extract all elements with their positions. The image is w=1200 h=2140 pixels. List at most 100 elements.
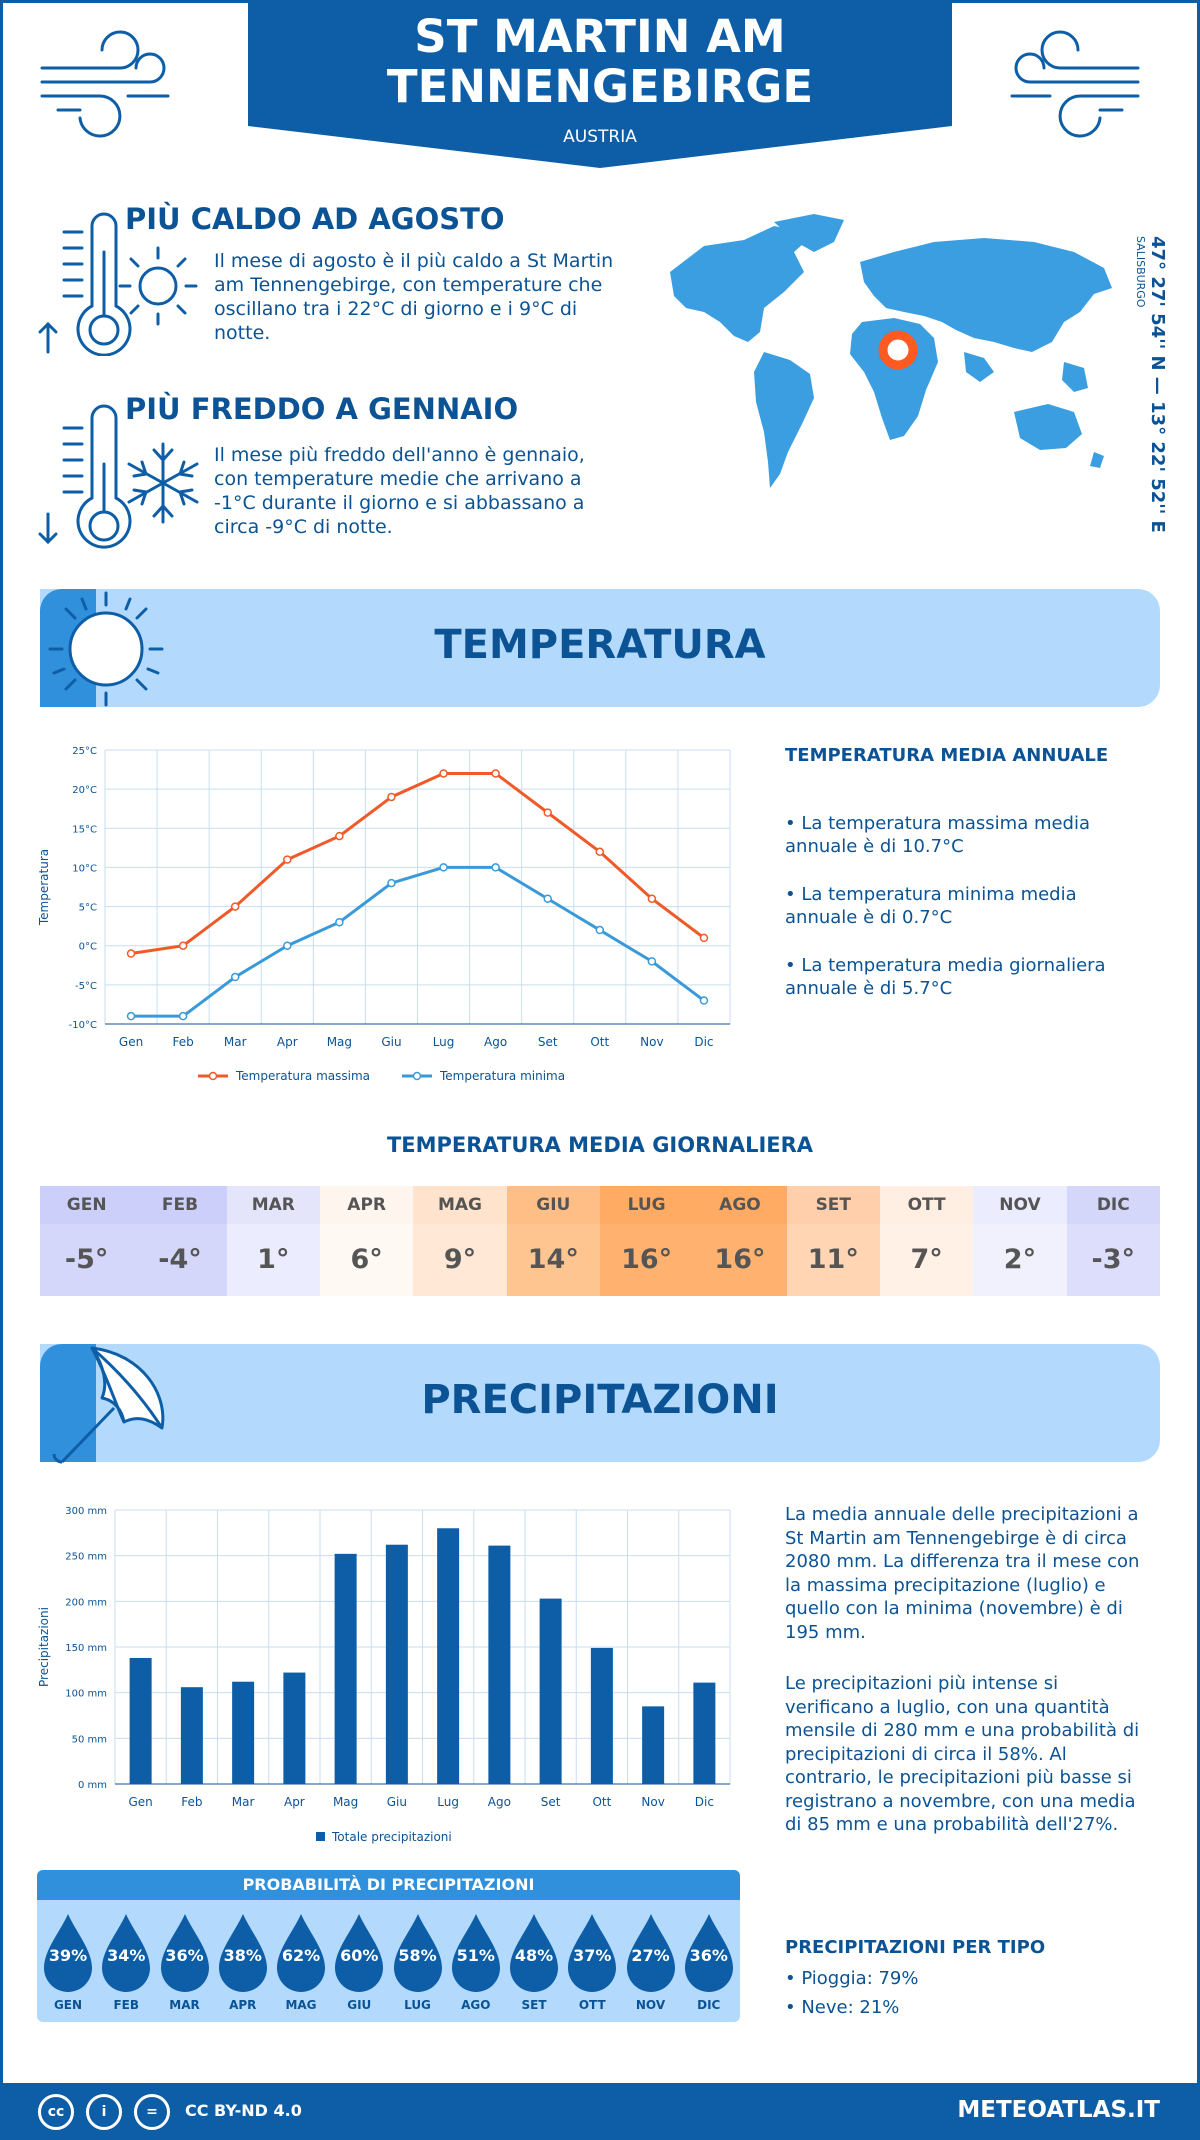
probability-drop: 48% SET <box>505 1900 563 2022</box>
precip-bar <box>232 1681 255 1784</box>
temperature-band <box>40 589 1160 707</box>
daily-temp-cell: SET 11° <box>786 1186 880 1296</box>
probability-value: 62% <box>281 1946 321 1965</box>
precip-bar <box>642 1706 665 1784</box>
daily-temp-month: MAG <box>413 1186 507 1224</box>
sun-icon <box>48 591 164 707</box>
x-tick-label: Apr <box>277 1035 298 1049</box>
daily-temp-cell: LUG 16° <box>599 1186 694 1296</box>
x-tick-label: Nov <box>640 1035 663 1049</box>
region-label: SALISBURGO <box>1134 236 1147 308</box>
probability-value: 38% <box>223 1946 262 1965</box>
x-tick-label: Mar <box>232 1795 255 1809</box>
precip-text-2: Le precipitazioni più intense si verific… <box>785 1673 1140 1835</box>
legend-marker <box>208 1071 218 1081</box>
y-tick-label: 0 mm <box>78 1780 107 1791</box>
daily-temp-value: 1° <box>226 1224 320 1296</box>
probability-drop: 38% APR <box>214 1900 272 2022</box>
annual-temp-bullets: • La temperatura massima media annuale è… <box>785 812 1145 1025</box>
data-point <box>387 878 396 888</box>
site-link[interactable]: METEOATLAS.IT <box>957 2097 1160 2123</box>
x-tick-label: Mar <box>224 1035 247 1049</box>
x-tick-label: Apr <box>284 1795 305 1809</box>
cold-text: Il mese più freddo dell'anno è gennaio, … <box>214 444 585 538</box>
legend-label: Temperatura massima <box>235 1069 370 1083</box>
probability-drop: 36% DIC <box>680 1900 738 2022</box>
y-tick-label: 25°C <box>72 746 97 757</box>
daily-temp-value: 16° <box>693 1224 787 1296</box>
daily-temp-value: 6° <box>319 1224 414 1296</box>
probability-value: 51% <box>456 1946 495 1965</box>
data-point <box>178 941 188 950</box>
legend-label: Temperatura minima <box>439 1069 565 1083</box>
probability-drop: 27% NOV <box>622 1900 680 2022</box>
thermometer-cold-icon <box>38 404 199 549</box>
data-point <box>335 831 344 841</box>
probability-drop: 37% OTT <box>563 1900 621 2022</box>
wind-icon <box>40 30 170 138</box>
y-tick-label: 50 mm <box>72 1734 107 1745</box>
daily-temp-cell: AGO 16° <box>693 1186 787 1296</box>
probability-value: 39% <box>48 1946 88 1965</box>
precip-bar <box>180 1687 203 1784</box>
daily-temp-month: NOV <box>973 1186 1067 1224</box>
data-point <box>230 902 240 911</box>
daily-temp-table: GEN -5° FEB -4° MAR 1° APR 6° MAG 9° GIU 14° LUG 16° A… <box>40 1186 1160 1296</box>
data-point <box>335 917 344 927</box>
x-tick-label: Feb <box>181 1795 202 1809</box>
daily-temp-month: GIU <box>506 1186 600 1224</box>
series-line-0 <box>130 771 705 956</box>
x-tick-label: Lug <box>437 1795 459 1809</box>
daily-temp-cell: OTT 7° <box>879 1186 974 1296</box>
daily-temp-month: AGO <box>693 1186 787 1224</box>
probability-month: FEB <box>113 1998 140 2012</box>
y-tick-label: 250 mm <box>65 1552 107 1563</box>
probability-drop: 34% FEB <box>97 1900 155 2022</box>
data-point <box>439 769 448 778</box>
x-tick-label: Set <box>538 1035 558 1049</box>
daily-temp-month: FEB <box>133 1186 227 1224</box>
daily-temp-value: 14° <box>506 1224 600 1296</box>
probability-value: 37% <box>573 1946 612 1965</box>
data-point <box>491 863 500 872</box>
precip-bar <box>385 1544 408 1784</box>
daily-temp-cell: GIU 14° <box>506 1186 600 1296</box>
precip-bar <box>693 1682 716 1784</box>
data-point <box>178 1011 188 1021</box>
probability-drop: 39% GEN <box>39 1900 97 2022</box>
y-tick-label: 300 mm <box>65 1506 107 1517</box>
daily-temp-cell: FEB -4° <box>133 1186 227 1296</box>
probability-drop: 51% AGO <box>447 1900 505 2022</box>
daily-temp-value: 11° <box>786 1224 880 1296</box>
data-point <box>283 941 292 950</box>
precip-title: PRECIPITAZIONI <box>421 1377 779 1423</box>
probability-month: MAR <box>169 1998 200 2012</box>
annual-temp-min: • La temperatura minima media annuale è … <box>785 884 1077 928</box>
snow-share: • Neve: 21% <box>785 1997 900 2018</box>
daily-temp-month: OTT <box>879 1186 974 1224</box>
y-tick-label: 200 mm <box>65 1597 107 1608</box>
daily-temp-cell: GEN -5° <box>40 1186 134 1296</box>
precip-text-1: La media annuale delle precipitazioni a … <box>785 1504 1140 1643</box>
attribution-icon: i <box>86 2094 122 2130</box>
legend-marker <box>412 1071 422 1081</box>
x-tick-label: Ago <box>484 1035 507 1049</box>
x-tick-label: Mag <box>327 1035 352 1049</box>
probability-month: GEN <box>53 1998 83 2012</box>
temperature-chart: 25°C 20°C 15°C 10°C 5°C 0°C -5°C -10°C Gen Feb Mar… <box>37 746 731 1083</box>
x-tick-label: Dic <box>695 1795 714 1809</box>
daily-temp-month: LUG <box>599 1186 694 1224</box>
probability-month: OTT <box>578 1998 606 2012</box>
x-tick-label: Dic <box>694 1035 713 1049</box>
thermometer-hot-icon <box>38 212 198 356</box>
daily-temp-cell: APR 6° <box>319 1186 414 1296</box>
y-tick-label: 5°C <box>79 903 97 914</box>
probability-drop: 62% MAG <box>272 1900 330 2022</box>
x-tick-label: Mag <box>333 1795 358 1809</box>
series-line-1 <box>131 865 705 1018</box>
y-tick-label: 150 mm <box>65 1643 107 1654</box>
license-label: CC BY-ND 4.0 <box>185 2101 302 2120</box>
page-title: ST MARTIN AM TENNENGEBIRGE <box>386 10 814 113</box>
footer: cc i = CC BY-ND 4.0 METEOATLAS.IT <box>0 2083 1200 2140</box>
precip-bar <box>539 1598 562 1784</box>
